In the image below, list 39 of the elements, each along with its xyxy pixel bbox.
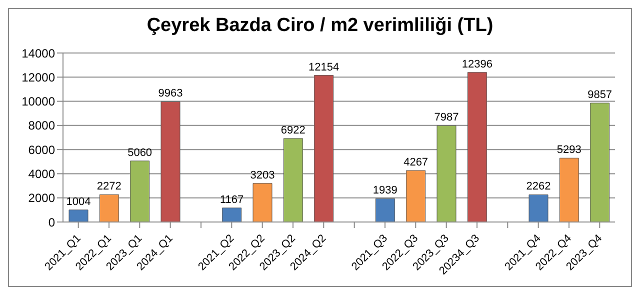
bar [406,170,426,222]
bar [160,101,180,222]
data-label: 12396 [462,58,492,70]
data-label: 5060 [128,146,152,159]
chart-title: Çeyrek Bazda Ciro / m2 verimliliği (TL) [146,15,494,38]
y-tick-label: 12000 [22,70,56,84]
bar [68,210,88,222]
y-tick-label: 10000 [22,94,56,109]
y-tick-label: 8000 [28,118,56,133]
bar [375,198,395,222]
bar [314,75,334,222]
y-tick-label: 2000 [28,191,56,206]
y-tick-label: 0 [48,215,56,230]
bar [283,138,303,222]
data-label: 1939 [372,184,398,197]
bar [528,194,548,222]
bar [590,102,610,222]
data-label: 12154 [308,61,340,74]
bar [130,160,150,222]
y-tick-label: 14000 [22,46,56,60]
data-label: 6922 [280,124,306,136]
data-label: 5293 [556,144,582,156]
data-label: 2272 [96,180,122,193]
bar [99,194,119,222]
bar [222,208,242,222]
bar [559,158,579,222]
data-label: 2262 [526,180,551,193]
y-tick-label: 4000 [28,166,56,181]
bar [252,183,272,222]
y-tick-label: 6000 [28,142,56,157]
data-label: 7987 [434,112,459,124]
data-label: 1004 [66,196,91,208]
data-label: 1167 [220,194,244,206]
data-label: 9963 [158,88,183,100]
bar [436,125,456,222]
data-label: 3203 [250,169,275,182]
data-label: 4267 [404,156,428,168]
bar [467,72,487,222]
data-label: 9857 [588,89,612,102]
